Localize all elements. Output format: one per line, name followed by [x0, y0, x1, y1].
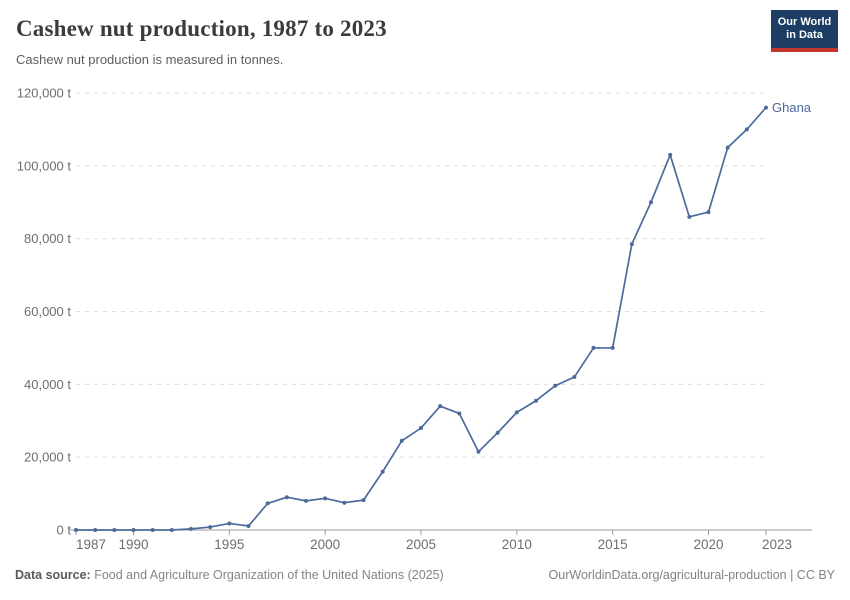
ghana-line-series[interactable]: [75, 106, 767, 531]
data-point-marker[interactable]: [246, 523, 251, 528]
data-point-marker[interactable]: [476, 449, 481, 454]
chart-title: Cashew nut production, 1987 to 2023: [16, 16, 387, 41]
chart-subtitle: Cashew nut production is measured in ton…: [16, 52, 284, 67]
data-point-marker[interactable]: [744, 127, 749, 132]
y-axis-tick-label: 60,000 t: [24, 304, 71, 319]
x-axis-tick-label: 1987: [76, 537, 106, 552]
data-point-marker[interactable]: [438, 404, 443, 409]
data-point-marker[interactable]: [725, 145, 730, 150]
data-point-marker[interactable]: [265, 501, 270, 506]
data-point-marker[interactable]: [323, 496, 328, 501]
series-end-label[interactable]: Ghana: [772, 100, 812, 115]
y-axis-tick-label: 0 t: [57, 523, 72, 538]
owid-logo-line2: in Data: [786, 29, 823, 41]
data-point-marker[interactable]: [591, 345, 596, 350]
data-point-marker[interactable]: [284, 495, 289, 500]
data-point-marker[interactable]: [169, 528, 174, 532]
data-point-marker[interactable]: [706, 210, 711, 215]
data-point-marker[interactable]: [112, 528, 117, 532]
data-point-marker[interactable]: [419, 426, 423, 431]
data-point-marker[interactable]: [495, 430, 500, 435]
data-point-marker[interactable]: [668, 152, 673, 157]
data-point-marker[interactable]: [629, 242, 634, 247]
data-point-marker[interactable]: [342, 500, 347, 505]
y-axis-tick-label: 20,000 t: [24, 450, 71, 465]
data-point-marker[interactable]: [399, 438, 404, 443]
line-chart[interactable]: 0 t 20,000 t 40,000 t 60,000 t 80,000 t 100,0…: [0, 0, 850, 560]
data-point-marker[interactable]: [572, 375, 577, 380]
data-point-marker[interactable]: [304, 498, 308, 503]
x-axis-tick-label: 1990: [118, 537, 148, 552]
x-axis-tick-label: 1995: [214, 537, 244, 552]
data-point-marker[interactable]: [131, 528, 136, 532]
x-axis-tick-label: 2010: [502, 537, 532, 552]
data-point-marker[interactable]: [74, 528, 78, 532]
y-axis-tick-label: 80,000 t: [24, 231, 71, 246]
data-point-marker[interactable]: [361, 498, 366, 503]
data-point-marker[interactable]: [457, 411, 462, 416]
data-point-marker[interactable]: [553, 383, 558, 388]
data-point-marker[interactable]: [380, 469, 385, 474]
data-source-note: Data source: Food and Agriculture Organi…: [15, 568, 444, 582]
y-axis-tick-label: 120,000 t: [17, 86, 72, 101]
data-point-marker[interactable]: [649, 200, 653, 205]
data-point-marker[interactable]: [610, 345, 615, 350]
data-point-marker[interactable]: [150, 528, 155, 532]
data-point-marker[interactable]: [764, 105, 768, 110]
data-point-marker[interactable]: [208, 525, 213, 530]
x-axis-tick-label: 2000: [310, 537, 340, 552]
x-axis-tick-label: 2005: [406, 537, 436, 552]
data-point-marker[interactable]: [189, 526, 193, 531]
data-point-marker[interactable]: [514, 410, 519, 415]
data-point-marker[interactable]: [687, 214, 692, 219]
x-axis-tick-label: 2023: [762, 537, 792, 552]
x-axis-tick-label: 2015: [598, 537, 628, 552]
y-axis-tick-label: 40,000 t: [24, 377, 71, 392]
data-source-text: Food and Agriculture Organization of the…: [90, 568, 444, 582]
owid-logo[interactable]: Our World in Data: [771, 10, 838, 52]
owid-logo-line1: Our World: [777, 16, 832, 28]
data-point-marker[interactable]: [534, 398, 538, 403]
data-point-marker[interactable]: [227, 521, 232, 526]
data-point-marker[interactable]: [93, 528, 98, 532]
data-source-label: Data source:: [15, 568, 91, 582]
y-axis-tick-label: 100,000 t: [17, 158, 72, 173]
x-axis-tick-label: 2020: [693, 537, 723, 552]
owid-url-link[interactable]: OurWorldinData.org/agricultural-producti…: [548, 568, 835, 582]
